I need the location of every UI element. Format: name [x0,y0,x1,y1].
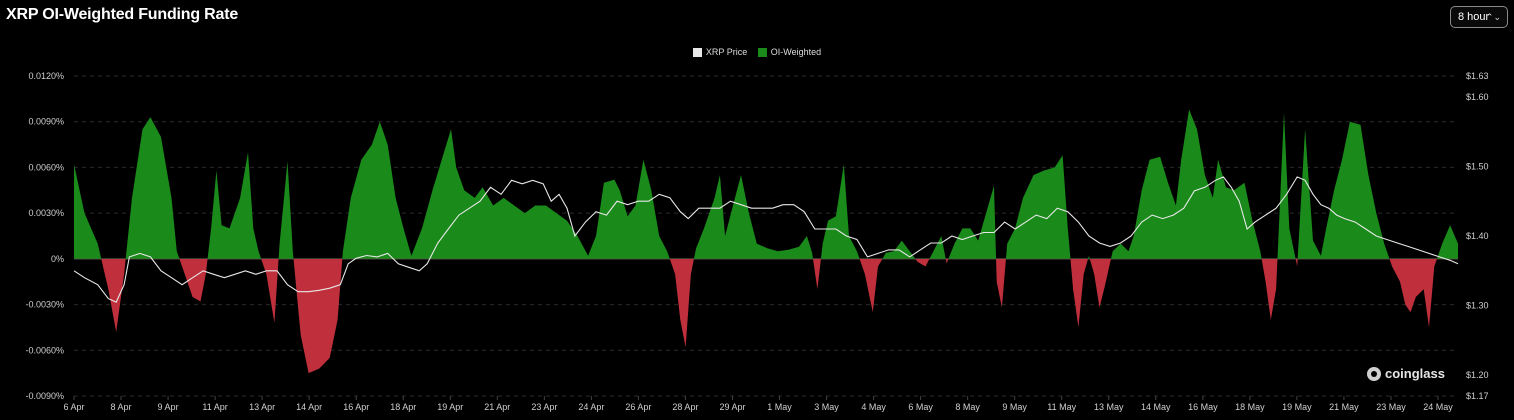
x-tick-label: 6 Apr [63,402,84,412]
x-tick-label: 19 May [1282,402,1312,412]
x-tick-label: 24 May [1423,402,1453,412]
x-tick-label: 11 Apr [202,402,227,412]
watermark-text: coinglass [1385,366,1445,381]
x-tick-label: 8 May [955,402,980,412]
y-right-tick-label: $1.30 [1466,301,1489,311]
x-tick-label: 16 Apr [343,402,369,412]
x-tick-label: 13 May [1094,402,1124,412]
y-right-tick-label: $1.63 [1466,71,1489,81]
x-tick-label: 1 May [767,402,792,412]
y-left-tick-label: -0.0060% [25,345,64,355]
x-tick-label: 11 May [1047,402,1076,412]
x-tick-label: 23 May [1376,402,1406,412]
xrp-price-line [73,176,1459,303]
funding-area-positive [74,109,1458,259]
x-tick-label: 13 Apr [249,402,275,412]
x-tick-label: 29 Apr [719,402,745,412]
x-tick-label: 19 Apr [437,402,463,412]
x-tick-label: 3 May [814,402,839,412]
interval-select[interactable]: 8 hour ⌃⌄ [1450,6,1508,28]
y-axis-left: 0.0120% 0.0090% 0.0060% 0.0030% 0% -0.0030% -0… [25,71,64,401]
interval-value: 8 hour [1458,11,1490,23]
y-left-tick-label: 0.0120% [28,71,64,81]
x-tick-label: 16 May [1188,402,1218,412]
x-tick-label: 21 May [1329,402,1359,412]
y-right-tick-label: $1.60 [1466,92,1489,102]
y-left-tick-label: -0.0090% [25,391,64,401]
x-tick-label: 26 Apr [625,402,651,412]
y-left-tick-label: 0% [51,254,64,264]
x-tick-label: 21 Apr [484,402,510,412]
x-tick-label: 18 Apr [390,402,416,412]
legend-swatch-oi [757,47,767,57]
x-tick-label: 28 Apr [672,402,698,412]
legend-item-price[interactable]: XRP Price [692,47,748,57]
x-tick-label: 9 May [1002,402,1027,412]
price-line-group [73,176,1459,303]
chart-legend: XRP Price OI-Weighted [0,47,1514,59]
funding-areas [74,109,1458,374]
y-right-tick-label: $1.20 [1466,370,1489,380]
x-tick-label: 8 Apr [111,402,132,412]
coinglass-logo-icon [1367,366,1381,381]
page-title: XRP OI-Weighted Funding Rate [6,6,239,23]
legend-label-price: XRP Price [705,47,748,57]
x-tick-label: 6 May [908,402,933,412]
y-left-tick-label: -0.0030% [25,300,64,310]
chevron-updown-icon: ⌃⌄ [1485,12,1501,22]
x-tick-label: 18 May [1235,402,1265,412]
x-tick-label: 9 Apr [158,402,179,412]
funding-area-negative [101,258,1437,374]
x-axis: 6 Apr 8 Apr 9 Apr 11 Apr 13 Apr 14 Apr 16 Apr 1… [63,396,1453,412]
y-right-tick-label: $1.40 [1466,231,1489,241]
y-right-tick-label: $1.17 [1466,391,1489,401]
x-tick-label: 24 Apr [578,402,604,412]
x-tick-label: 4 May [861,402,886,412]
legend-label-oi: OI-Weighted [770,47,822,57]
legend-item-oi[interactable]: OI-Weighted [757,47,822,57]
x-tick-label: 14 Apr [296,402,322,412]
y-left-tick-label: 0.0090% [28,117,64,127]
y-left-tick-label: 0.0060% [28,162,64,172]
y-axis-right: $1.63 $1.60 $1.50 $1.40 $1.30 $1.20 $1.17 [1466,71,1489,401]
y-left-tick-label: 0.0030% [28,208,64,218]
y-right-tick-label: $1.50 [1466,161,1489,171]
coinglass-watermark: coinglass [1367,366,1445,381]
x-tick-label: 14 May [1141,402,1171,412]
x-tick-label: 23 Apr [531,402,557,412]
legend-swatch-price [692,47,702,57]
